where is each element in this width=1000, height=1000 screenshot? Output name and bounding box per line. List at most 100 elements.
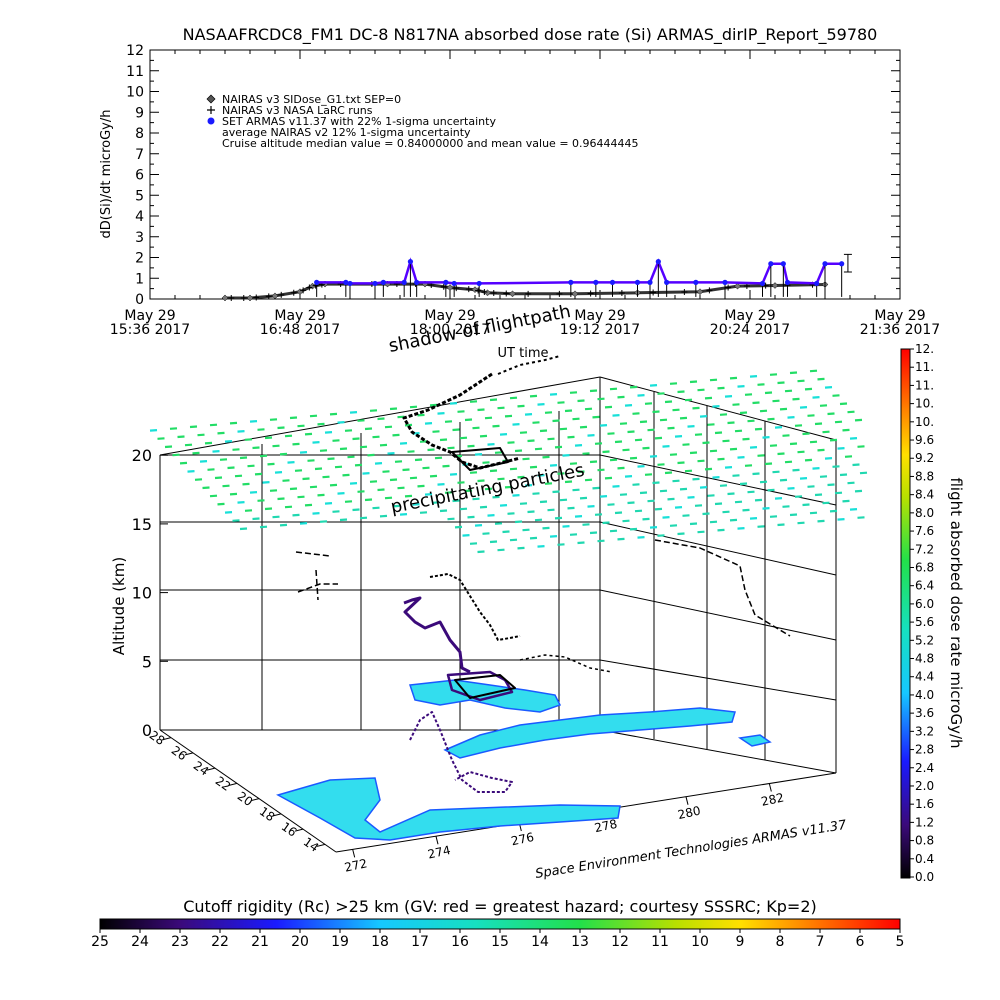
armas-point [839, 261, 845, 267]
nairas-point [271, 292, 279, 300]
particle-dash [594, 442, 603, 445]
latitude-tick-label: 18 [257, 804, 278, 824]
z-axis-label: Altitude (km) [110, 557, 128, 655]
y-tick-label: 9 [135, 105, 144, 121]
particle-dash [792, 397, 800, 401]
particle-dash [642, 446, 650, 450]
particle-dash [372, 506, 380, 510]
particle-dash [542, 526, 550, 530]
particle-dash [537, 545, 545, 548]
particle-dash [694, 433, 703, 436]
particle-dash [609, 387, 618, 391]
colorbar-tick-label: 1.2 [915, 815, 934, 829]
legend-diamond-symbol [206, 94, 216, 104]
particle-dash [237, 501, 245, 504]
rigidity-gradient [99, 918, 901, 930]
particle-dash [459, 507, 468, 511]
particle-dash [589, 531, 598, 535]
particle-dash [279, 452, 288, 456]
particle-dash [679, 487, 688, 491]
particle-dash [272, 515, 280, 519]
particle-dash [794, 495, 803, 498]
particle-dash [509, 467, 518, 471]
particle-dash [469, 471, 478, 474]
particle-dash [207, 468, 215, 471]
particle-dash [809, 440, 818, 444]
armas-point [347, 280, 353, 287]
precipitating-particles-field [149, 369, 868, 554]
particle-dash [184, 443, 193, 447]
particle-dash [617, 395, 625, 399]
particle-dash [419, 511, 428, 514]
particle-dash [519, 502, 528, 505]
particle-dash [372, 435, 380, 439]
particle-dash [522, 457, 530, 461]
particle-dash [197, 433, 205, 437]
particle-dash [687, 425, 695, 428]
rigidity-ticks: 25 24 23 22 21 20 19 18 17 16 15 14 13 12 11 10 9 8 7 6 5 [91, 929, 904, 950]
rigidity-tick-label: 16 [451, 934, 469, 950]
particle-dash [257, 428, 265, 431]
particle-dash [672, 479, 680, 483]
particle-dash [652, 481, 660, 485]
particle-dash [839, 473, 848, 477]
particle-dash [817, 448, 825, 452]
particle-dash [737, 385, 745, 388]
particle-dash [787, 487, 795, 490]
particle-dash [569, 391, 578, 394]
particle-dash [637, 394, 645, 397]
particle-dash [697, 459, 705, 463]
particle-dash [584, 407, 593, 411]
particle-dash [407, 450, 415, 453]
colorbar-tick-label: 11. [915, 378, 934, 392]
particle-dash [392, 433, 400, 437]
particle-dash [692, 477, 700, 481]
particle-dash [464, 418, 473, 422]
colorbar-tick-label: 3.6 [915, 706, 934, 720]
particle-dash [359, 445, 368, 449]
track-top-box [451, 447, 509, 471]
particle-dash [624, 475, 633, 478]
particle-dash [387, 452, 395, 455]
particle-dash [729, 447, 738, 451]
particle-dash [722, 439, 730, 443]
particle-dash [827, 483, 835, 487]
particle-dash [169, 427, 178, 430]
particle-dash [747, 419, 755, 423]
x-tick-time: 21:36 2017 [860, 322, 940, 338]
particle-dash [379, 443, 388, 447]
larc-plus-point [475, 287, 482, 294]
particle-dash [697, 388, 705, 392]
particle-dash [592, 486, 600, 490]
particle-dash [792, 468, 800, 472]
particle-dash [809, 511, 818, 515]
particle-dash [447, 517, 455, 521]
larc-plus-point [525, 290, 532, 297]
particle-dash [479, 505, 488, 509]
rigidity-tick-label: 7 [816, 934, 825, 950]
x-tick-time: 16:48 2017 [260, 322, 340, 338]
nairas-point [221, 294, 229, 302]
particle-dash [569, 462, 578, 465]
particle-dash [404, 494, 413, 498]
particle-dash [282, 479, 290, 482]
larc-plus-point [300, 287, 307, 294]
particle-dash [729, 376, 738, 380]
particle-dash [637, 465, 645, 468]
y-tick-label: 3 [135, 230, 144, 246]
particle-dash [597, 539, 605, 543]
y-tick-label: 8 [135, 126, 144, 142]
particle-dash [697, 530, 705, 534]
particle-dash [437, 412, 445, 415]
particle-dash [459, 436, 468, 440]
legend-entry: Cruise altitude median value = 0.8400000… [222, 137, 639, 150]
y-tick-label: 10 [126, 85, 144, 101]
particle-dash [549, 393, 558, 396]
particle-dash [777, 523, 785, 527]
particle-dash [349, 411, 358, 414]
particle-dash [649, 526, 658, 529]
particle-dash [609, 529, 618, 533]
particle-dash [779, 407, 788, 411]
particle-dash [779, 478, 788, 482]
larc-plus-point [706, 287, 713, 294]
